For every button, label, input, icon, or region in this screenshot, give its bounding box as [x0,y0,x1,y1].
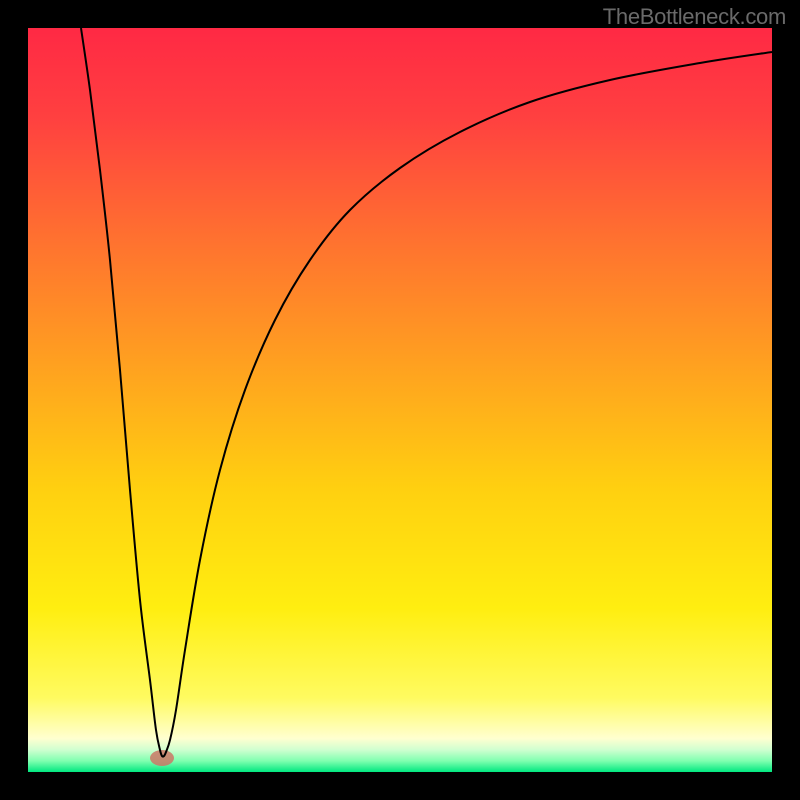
plot-background [28,28,772,772]
bottleneck-chart [0,0,800,800]
watermark-text: TheBottleneck.com [603,4,786,30]
chart-container: { "watermark": { "text": "TheBottleneck.… [0,0,800,800]
minimum-marker [150,750,174,766]
